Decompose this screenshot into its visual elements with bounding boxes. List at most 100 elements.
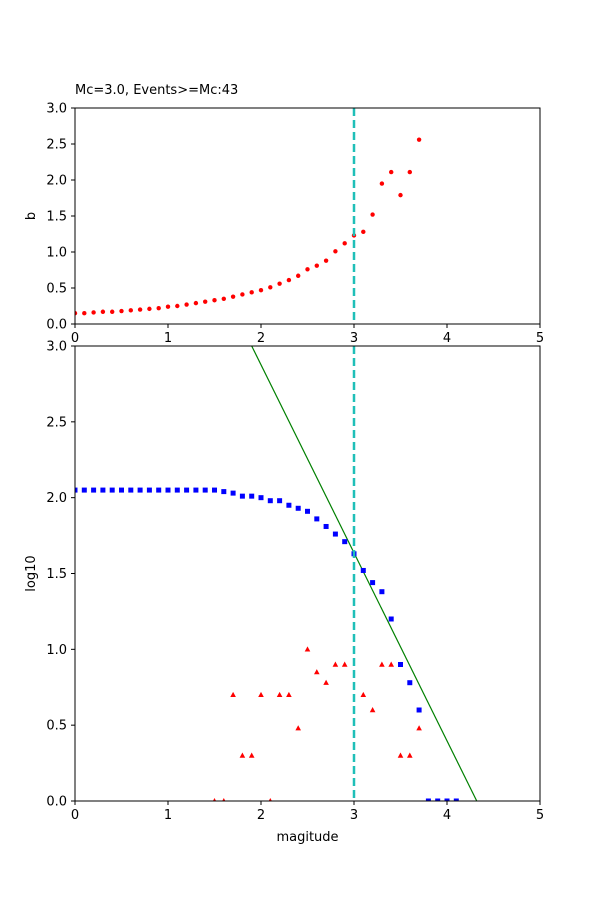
cumulative-count-point [332,531,338,537]
cumulative-count-point [435,798,441,801]
data-point [323,258,329,263]
cumulative-count-point [91,487,97,493]
cumulative-count-point [277,498,283,504]
data-point [119,308,124,314]
cumulative-count-point [174,487,180,493]
data-point [82,311,87,316]
x-tick-label: 3 [350,808,358,823]
data-point [100,309,106,314]
plot-area [75,346,478,801]
cumulative-count-point [425,798,431,801]
data-point [286,277,292,283]
y-tick-label: 2.0 [46,174,67,189]
noncumulative-count-point [295,725,301,731]
data-point [370,212,375,217]
data-point [342,241,347,246]
y-tick-label: 1.0 [46,643,67,658]
x-tick-label: 1 [164,331,172,346]
b-value-panel: 0 1 2 3 4 5 0.0 0.5 1.0 1.5 2.0 2.5 3.0 Mc=3.0, Event… [24,83,544,346]
cumulative-count-point [202,487,208,493]
y-tick-label: 0.5 [46,282,67,297]
cumulative-count-point [109,487,115,493]
cumulative-count-point [239,493,245,499]
noncumulative-count-point [304,646,311,652]
cumulative-count-point [128,487,134,493]
noncumulative-count-point [323,679,329,685]
data-point [137,307,143,312]
x-tick-label: 2 [257,808,265,823]
noncumulative-count-point [239,752,246,758]
cumulative-count-point [230,490,236,496]
cumulative-count-point [407,680,413,686]
x-tick-label: 5 [536,331,544,346]
data-point [165,304,171,309]
data-point [268,285,273,290]
y-tick-label: 3.0 [46,102,67,117]
cumulative-count-point [267,498,273,504]
noncumulative-count-point [332,661,339,667]
y-tick-label: 2.5 [46,138,67,153]
x-tick-label: 1 [164,808,172,823]
cumulative-count-point [342,539,348,545]
cumulative-count-point [212,487,217,493]
data-point [203,299,208,304]
cumulative-count-point [249,493,255,499]
data-point [361,229,366,235]
cumulative-count-point [100,487,106,493]
x-tick-label: 4 [443,331,451,346]
data-point [221,296,226,301]
y-tick-label: 2.0 [46,491,67,506]
noncumulative-count-point [379,661,385,667]
noncumulative-count-point [360,691,367,698]
cumulative-count-point [305,508,310,514]
y-axis-label: b [24,212,39,220]
data-point [193,300,199,306]
noncumulative-count-point [341,661,348,667]
data-point [212,298,217,303]
y-tick-label: 2.5 [46,415,67,430]
data-point [128,308,133,313]
y-tick-label: 3.0 [46,340,67,355]
data-point [230,294,236,299]
x-tick-label: 2 [257,331,265,346]
cumulative-count-point [156,487,162,493]
noncumulative-count-point [212,798,217,801]
x-tick-label: 3 [350,331,358,346]
data-point [407,169,412,175]
fit-line [251,346,478,801]
data-point [314,263,319,268]
data-point [156,305,161,311]
noncumulative-count-point [222,798,226,801]
y-axis-label: log10 [24,555,39,591]
cumulative-count-point [360,567,366,573]
noncumulative-count-point [276,691,283,698]
y-tick-label: 0.0 [46,318,67,333]
cumulative-count-point [323,523,329,529]
cumulative-count-point [416,707,422,713]
cumulative-count-point [146,487,152,493]
noncumulative-count-point [369,707,376,713]
noncumulative-count-point [248,752,255,758]
data-point [333,249,338,254]
cumulative-count-point [444,798,450,801]
data-point [240,292,245,297]
data-point [175,303,180,309]
cumulative-count-point [286,502,292,508]
frequency-magnitude-panel: 0 1 2 3 4 5 0.0 0.5 1.0 1.5 2.0 2.5 3.0 log10 magitude [24,340,544,846]
cumulative-count-point [81,487,87,493]
data-point [258,287,264,293]
y-tick-label: 0.0 [46,795,67,810]
plot-area [75,137,422,316]
y-tick-label: 1.0 [46,246,67,261]
cumulative-count-point [379,589,385,595]
data-point [416,137,422,142]
noncumulative-count-point [407,752,413,758]
chart-title: Mc=3.0, Events>=Mc:43 [75,83,238,98]
noncumulative-count-point [314,669,320,675]
data-point [110,309,115,314]
noncumulative-count-point [397,752,404,758]
x-tick-label: 0 [71,331,79,346]
data-point [91,310,96,315]
